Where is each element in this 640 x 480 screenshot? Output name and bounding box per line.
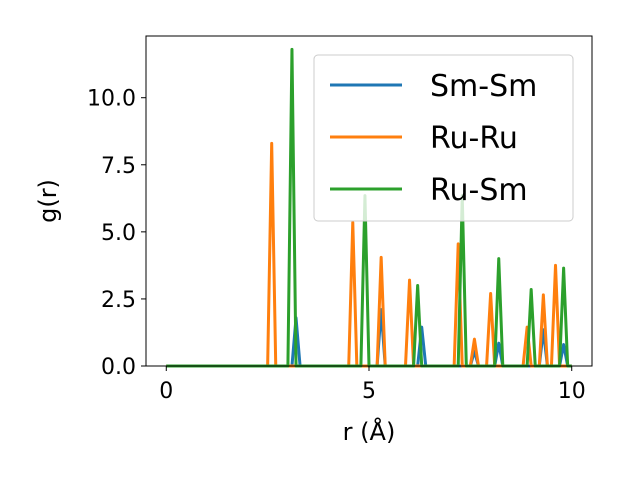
y-tick-label: 7.5 (101, 154, 136, 179)
y-tick-label: 10.0 (87, 87, 136, 112)
legend-label: Sm-Sm (430, 69, 537, 104)
legend: Sm-Sm Ru-Ru Ru-Sm (313, 54, 574, 222)
x-tick-label: 0 (159, 379, 173, 404)
x-tick-label: 5 (362, 379, 376, 404)
legend-label: Ru-Sm (430, 173, 528, 208)
y-tick-label: 0.0 (101, 355, 136, 380)
y-tick-label: 5.0 (101, 221, 136, 246)
legend-label: Ru-Ru (430, 121, 518, 156)
x-tick-label: 10 (558, 379, 586, 404)
y-axis: 0.0 2.5 5.0 7.5 10.0 (87, 87, 146, 380)
x-axis: 0 5 10 (159, 366, 586, 404)
x-axis-label: r (Å) (343, 417, 396, 446)
y-tick-label: 2.5 (101, 288, 136, 313)
y-axis-label: g(r) (34, 179, 62, 223)
legend-box (313, 54, 574, 222)
